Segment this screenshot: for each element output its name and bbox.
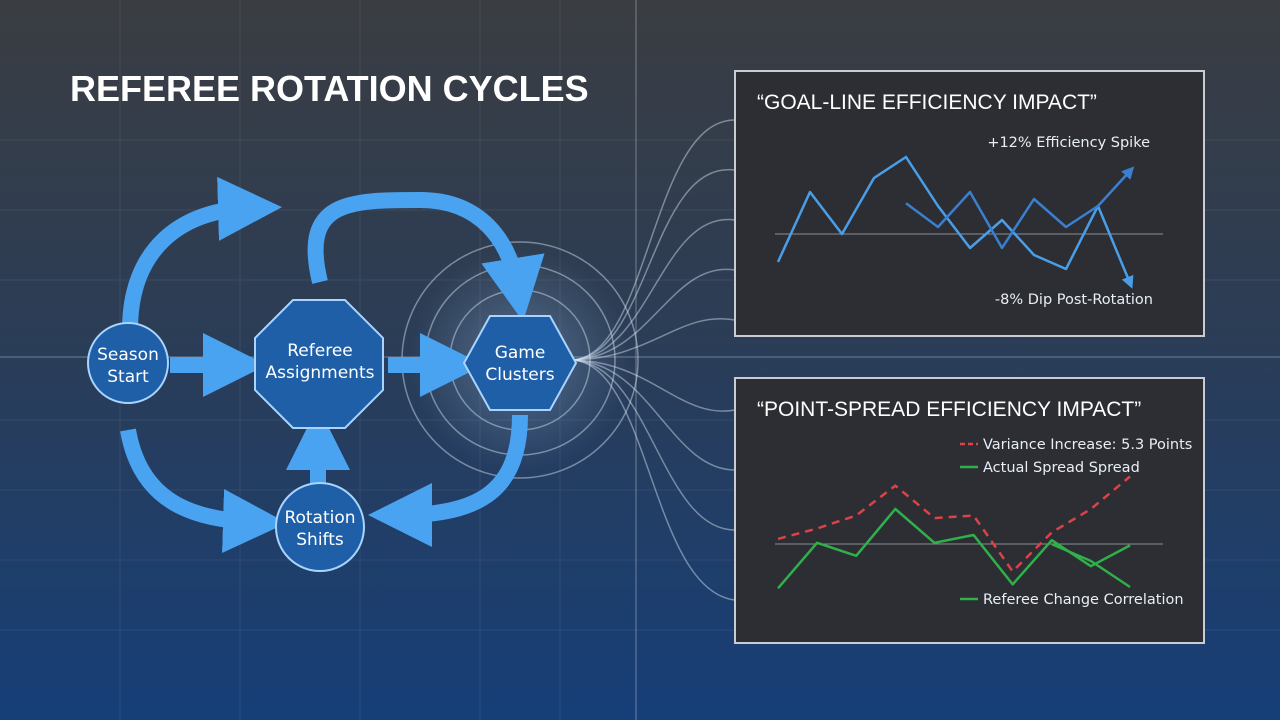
- series-line: [776, 155, 1134, 289]
- node-label-line: Referee: [287, 341, 353, 361]
- panel: “GOAL-LINE EFFICIENCY IMPACT” +12% Effic…: [734, 70, 1205, 337]
- node-label-line: Start: [107, 367, 149, 387]
- node-label-line: Rotation: [284, 508, 355, 528]
- series-line: [905, 166, 1135, 250]
- node-shape: [275, 482, 365, 572]
- node-label-line: Assignments: [266, 363, 375, 383]
- annotation: -8% Dip Post-Rotation: [995, 292, 1153, 308]
- node-shape: [254, 299, 384, 429]
- node-label: Rotation Shifts: [284, 508, 355, 550]
- node-label: Season Start: [97, 345, 159, 387]
- panel-title: “GOAL-LINE EFFICIENCY IMPACT”: [757, 91, 1097, 114]
- title: REFEREE ROTATION CYCLES: [70, 68, 589, 109]
- flow-arrows: [120, 176, 545, 553]
- node-label-line: Shifts: [296, 530, 344, 550]
- radiating-lines: [401, 119, 736, 601]
- node-label-line: Season: [97, 345, 159, 365]
- series-line: [777, 475, 1131, 573]
- legend-label: Referee Change Correlation: [983, 592, 1184, 608]
- node-shape: [462, 315, 578, 411]
- series-line: [1051, 542, 1131, 589]
- panel-title: “POINT-SPREAD EFFICIENCY IMPACT”: [757, 398, 1141, 421]
- node-shape: [87, 322, 169, 404]
- panel-frame: [734, 70, 1205, 337]
- legend-label: Actual Spread Spread: [983, 460, 1140, 476]
- diagram: Season Start Referee Assignments Game Clust…: [87, 299, 578, 572]
- node-label-line: Game: [495, 343, 546, 363]
- node-label: Referee Assignments: [266, 341, 375, 383]
- legend-label: Variance Increase: 5.3 Points: [983, 437, 1192, 453]
- node-label: Game Clusters: [485, 343, 554, 385]
- node-label-line: Clusters: [485, 365, 554, 385]
- annotation: +12% Efficiency Spike: [987, 135, 1150, 151]
